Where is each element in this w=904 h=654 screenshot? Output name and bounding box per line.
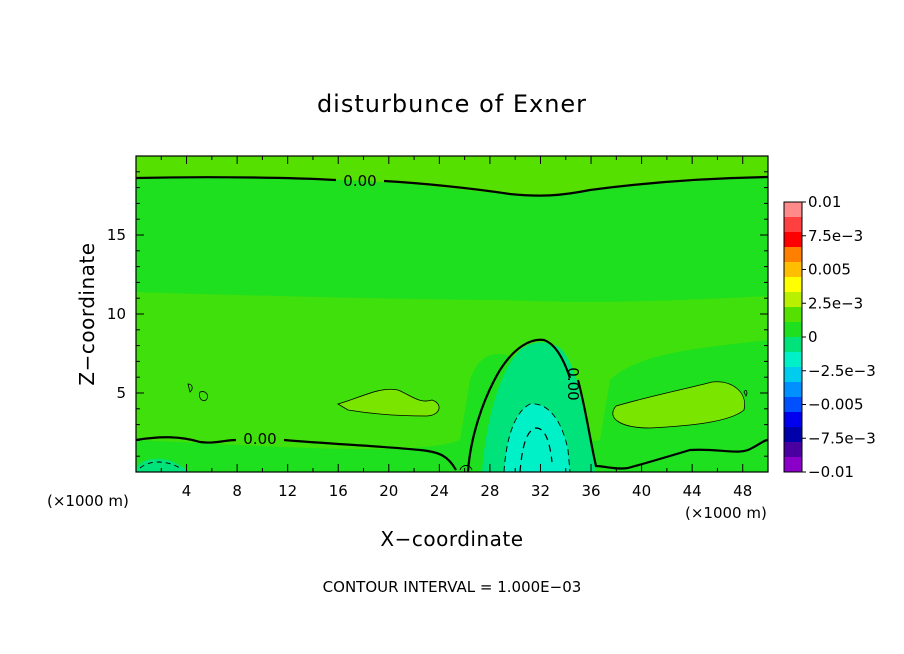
x-tick-label: 48: [733, 482, 752, 500]
positive-region-left-blob: [338, 389, 440, 416]
positive-contour-right: [612, 381, 745, 429]
colorbar-swatch: [784, 217, 802, 233]
contour-label-top: 0.00: [343, 172, 376, 190]
colorbar-swatch: [784, 292, 802, 308]
colorbar-swatch: [784, 352, 802, 368]
colorbar: 0.01 7.5e−3 0.005 2.5e−3 0 −2.5e−3 −0.005 −7.5e…: [783, 193, 876, 481]
positive-contour-tiny-b: [187, 383, 193, 393]
positive-contour-left: [336, 388, 440, 417]
zero-contour-top: [136, 175, 768, 197]
x-axis-title: X−coordinate: [380, 527, 523, 551]
x-tick-label: 24: [430, 482, 449, 500]
colorbar-label: 2.5e−3: [808, 294, 863, 312]
x-tick-label: 44: [683, 482, 702, 500]
y-tick-label: 15: [107, 226, 126, 244]
colorbar-swatch: [784, 262, 802, 278]
negative-contour-bottom-left: [139, 461, 181, 469]
y-tick-label: 10: [107, 305, 126, 323]
colorbar-swatch: [784, 382, 802, 398]
x-tick-label: 8: [232, 482, 242, 500]
colorbar-swatch: [784, 337, 802, 353]
colorbar-swatch: [784, 427, 802, 443]
negative-contour-outer: [503, 403, 571, 472]
x-tick-label: 28: [480, 482, 499, 500]
colorbar-swatch: [784, 457, 802, 473]
colorbar-swatch: [784, 277, 802, 293]
negative-low-core: [504, 403, 570, 472]
x-tick-label: 12: [278, 482, 297, 500]
chart-title: disturbunce of Exner: [317, 90, 587, 118]
positive-region-mid: [136, 292, 768, 450]
x-tick-label: 36: [581, 482, 600, 500]
colorbar-swatch: [784, 442, 802, 458]
positive-region-upper: [136, 156, 768, 196]
x-tick-label: 4: [182, 482, 192, 500]
positive-contour-tiny-a: [199, 391, 208, 401]
colorbar-label: −0.01: [808, 463, 854, 481]
x-tick-label: 40: [632, 482, 651, 500]
colorbar-label: 0.005: [808, 261, 851, 279]
positive-contour-tiny-c: [743, 389, 748, 397]
negative-contour-inner: [519, 427, 553, 472]
colorbar-swatch: [784, 397, 802, 413]
colorbar-swatch: [784, 247, 802, 263]
colorbar-label: −7.5e−3: [808, 429, 876, 447]
x-tick-label: 20: [379, 482, 398, 500]
contour-label-low: 0.00: [564, 367, 582, 400]
x-units-left: (×1000 m): [47, 492, 129, 510]
y-tick-label: 5: [116, 384, 126, 402]
zero-contour-bottom: [136, 338, 768, 472]
colorbar-label: −0.005: [808, 396, 864, 414]
colorbar-label: 0: [808, 328, 818, 346]
x-tick-label: 32: [531, 482, 550, 500]
colorbar-swatch: [784, 232, 802, 248]
positive-region-right-blob: [612, 381, 745, 428]
x-tick-label: 16: [329, 482, 348, 500]
plot-area: [136, 156, 768, 472]
x-units-right: (×1000 m): [685, 504, 767, 522]
colorbar-label: 7.5e−3: [808, 227, 863, 245]
negative-bottom-left: [136, 458, 190, 472]
colorbar-swatch: [784, 367, 802, 383]
colorbar-swatch: [784, 202, 802, 218]
contour-interval-note: CONTOUR INTERVAL = 1.000E−03: [323, 578, 582, 596]
contour-label-bottom: 0.00: [243, 430, 276, 448]
colorbar-swatch: [784, 412, 802, 428]
colorbar-swatch: [784, 322, 802, 338]
colorbar-label: 0.01: [808, 193, 841, 211]
colorbar-swatch: [784, 307, 802, 323]
small-contour-bottom: [459, 465, 473, 471]
y-axis-title: Z−coordinate: [75, 242, 99, 385]
colorbar-label: −2.5e−3: [808, 362, 876, 380]
